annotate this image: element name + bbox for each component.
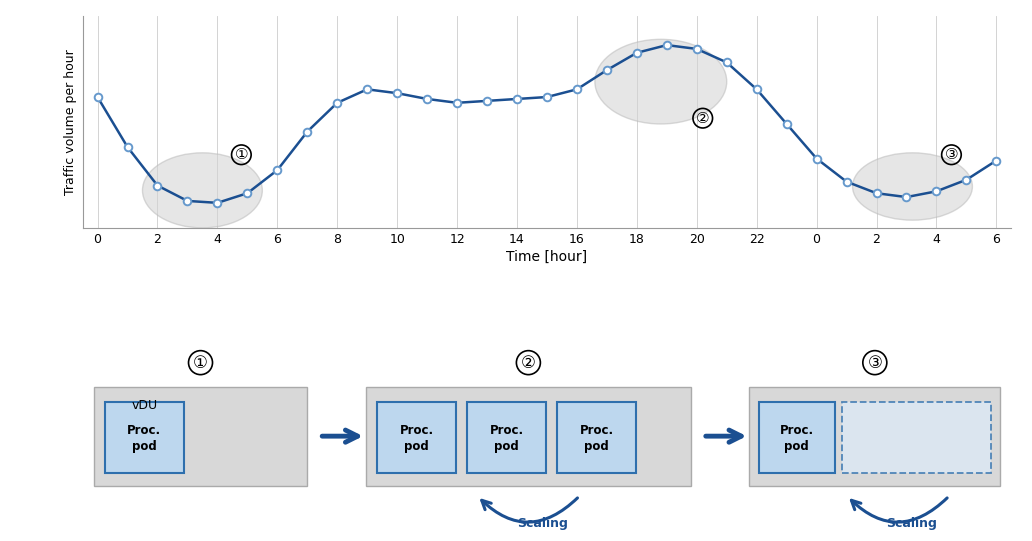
Ellipse shape (142, 153, 262, 228)
Text: ③: ③ (944, 147, 959, 162)
FancyBboxPatch shape (467, 401, 546, 473)
Text: Scaling: Scaling (886, 517, 937, 530)
FancyBboxPatch shape (105, 401, 184, 473)
Text: pod: pod (405, 440, 429, 453)
Ellipse shape (594, 39, 727, 124)
FancyBboxPatch shape (94, 387, 308, 486)
FancyBboxPatch shape (842, 401, 991, 473)
FancyBboxPatch shape (759, 401, 835, 473)
Text: vDU: vDU (132, 399, 158, 412)
Text: ①: ① (234, 147, 248, 162)
FancyBboxPatch shape (749, 387, 1000, 486)
Text: ②: ② (696, 111, 710, 126)
Text: pod: pod (584, 440, 609, 453)
Text: Scaling: Scaling (517, 517, 568, 530)
Text: Proc.: Proc. (489, 424, 523, 437)
Text: Proc.: Proc. (127, 424, 161, 437)
Text: Proc.: Proc. (580, 424, 614, 437)
Text: pod: pod (494, 440, 519, 453)
Text: pod: pod (132, 440, 157, 453)
FancyBboxPatch shape (365, 387, 691, 486)
Text: Proc.: Proc. (399, 424, 433, 437)
FancyBboxPatch shape (557, 401, 636, 473)
Y-axis label: Traffic volume per hour: Traffic volume per hour (64, 49, 77, 195)
Text: Proc.: Proc. (780, 424, 814, 437)
FancyBboxPatch shape (377, 401, 456, 473)
Text: ③: ③ (867, 354, 882, 372)
Text: ①: ① (193, 354, 208, 372)
Text: ②: ② (521, 354, 536, 372)
X-axis label: Time [hour]: Time [hour] (507, 250, 587, 264)
Ellipse shape (852, 153, 972, 220)
Text: pod: pod (784, 440, 809, 453)
